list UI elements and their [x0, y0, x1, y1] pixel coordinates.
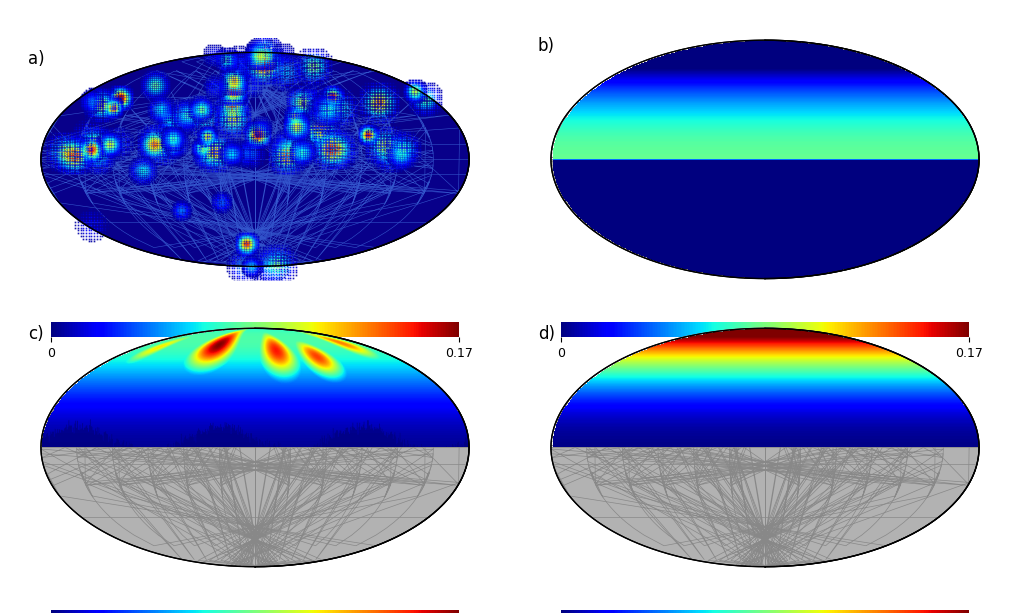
Text: d): d) — [537, 326, 554, 343]
Polygon shape — [550, 329, 978, 566]
Polygon shape — [41, 52, 469, 267]
Polygon shape — [41, 329, 469, 566]
Polygon shape — [41, 52, 469, 267]
Polygon shape — [550, 40, 978, 278]
Text: a): a) — [28, 50, 45, 67]
Text: b): b) — [537, 37, 554, 55]
Text: c): c) — [28, 326, 44, 343]
